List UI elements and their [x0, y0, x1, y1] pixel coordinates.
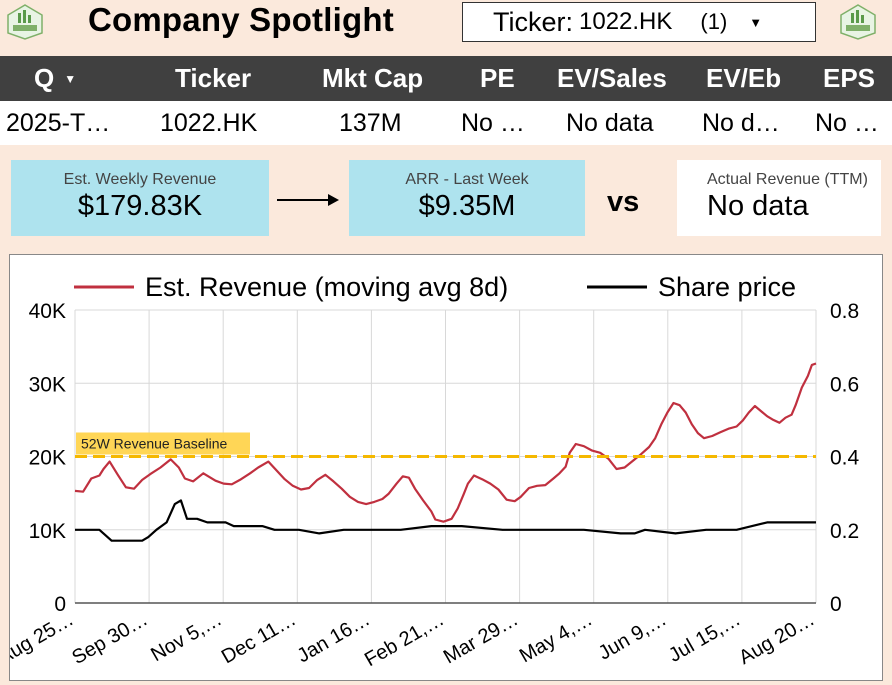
column-header-q[interactable]: Q ▼	[34, 63, 77, 93]
actual-revenue-value: No data	[707, 190, 809, 222]
x-axis-tick: Nov 5,…	[147, 608, 225, 666]
cell-pe: No …	[461, 108, 525, 137]
x-axis-tick: Aug 25…	[10, 608, 77, 669]
x-axis-tick: May 4,…	[516, 608, 596, 667]
revenue-price-chart: 0 10K 20K 30K 40K 0 0.2 0.4 0.6 0.8 Aug 25… Sep 30……	[9, 254, 883, 681]
ticker-dropdown[interactable]: Ticker: 1022.HK (1) ▼	[462, 2, 816, 42]
x-axis-tick: Feb 21,…	[361, 608, 448, 671]
chevron-down-icon: ▼	[749, 14, 763, 30]
ticker-label: Ticker:	[493, 6, 573, 37]
baseline-label: 52W Revenue Baseline	[81, 436, 228, 452]
table-header-row: Q ▼ Ticker Mkt Cap PE EV/Sales EV/Eb EPS	[0, 56, 892, 101]
ticker-value: 1022.HK	[579, 8, 673, 35]
app-logo-right	[836, 2, 880, 42]
app-logo-left	[3, 2, 47, 42]
left-axis-tick: 40K	[29, 300, 66, 323]
x-axis-tick: Dec 11…	[218, 608, 300, 668]
x-axis-tick: Jun 9,…	[595, 608, 671, 664]
weekly-revenue-label: Est. Weekly Revenue	[63, 171, 217, 188]
x-axis-tick: Sep 30…	[68, 608, 151, 669]
metrics-table: Q ▼ Ticker Mkt Cap PE EV/Sales EV/Eb EPS…	[0, 56, 892, 145]
column-header-ev-eb[interactable]: EV/Eb	[706, 63, 782, 93]
column-header-eps[interactable]: EPS	[823, 63, 876, 93]
left-axis-tick: 10K	[29, 520, 66, 543]
baseline-label-bg	[76, 432, 250, 455]
revenue-line	[74, 362, 817, 523]
arr-value: $9.35M	[418, 190, 516, 222]
legend-revenue-label: Est. Revenue (moving avg 8d)	[145, 272, 508, 302]
cell-ev-eb: No d…	[702, 108, 780, 137]
cell-mkt-cap: 137M	[339, 108, 402, 137]
x-axis-tick: Jul 15,…	[665, 608, 744, 667]
cell-eps: No …	[815, 108, 879, 137]
ticker-count: (1)	[700, 9, 728, 34]
table-row: 2025-T… 1022.HK 137M No … No data No d… …	[0, 101, 892, 145]
legend-price-label: Share price	[658, 272, 796, 302]
left-axis-tick: 20K	[29, 447, 66, 470]
right-axis-tick: 0.4	[830, 447, 860, 470]
x-axis-tick: Aug 20…	[735, 608, 818, 669]
column-header-pe[interactable]: PE	[480, 63, 515, 93]
arr-card: ARR - Last Week $9.35M	[349, 160, 585, 236]
actual-revenue-card: Actual Revenue (TTM) No data	[677, 160, 881, 236]
column-header-ev-sales[interactable]: EV/Sales	[557, 63, 667, 93]
right-axis-tick: 0.8	[830, 300, 859, 323]
page-title: Company Spotlight	[88, 1, 394, 38]
x-axis-tick: Mar 29…	[440, 608, 522, 668]
weekly-revenue-card: Est. Weekly Revenue $179.83K	[11, 160, 269, 236]
cell-ev-sales: No data	[566, 108, 654, 137]
left-axis-tick: 30K	[29, 373, 66, 396]
column-header-ticker[interactable]: Ticker	[175, 63, 252, 93]
sort-caret-icon: ▼	[64, 71, 77, 86]
chart-canvas: 0 10K 20K 30K 40K 0 0.2 0.4 0.6 0.8 Aug 25…Sep 30……	[10, 272, 860, 671]
weekly-revenue-value: $179.83K	[77, 190, 203, 222]
cell-ticker: 1022.HK	[160, 108, 258, 137]
right-axis-tick: 0	[830, 593, 842, 616]
left-axis-tick: 0	[54, 593, 66, 616]
cell-q: 2025-T…	[6, 108, 111, 137]
right-axis-tick: 0.6	[830, 373, 859, 396]
column-header-mkt-cap[interactable]: Mkt Cap	[322, 63, 424, 93]
vs-label: vs	[607, 186, 640, 218]
arrow-right-icon	[277, 194, 339, 206]
actual-revenue-label: Actual Revenue (TTM)	[707, 171, 868, 188]
share-price-line	[75, 499, 816, 542]
x-axis-tick: Jan 16…	[294, 608, 374, 667]
arr-label: ARR - Last Week	[405, 171, 529, 188]
right-axis-tick: 0.2	[830, 520, 859, 543]
